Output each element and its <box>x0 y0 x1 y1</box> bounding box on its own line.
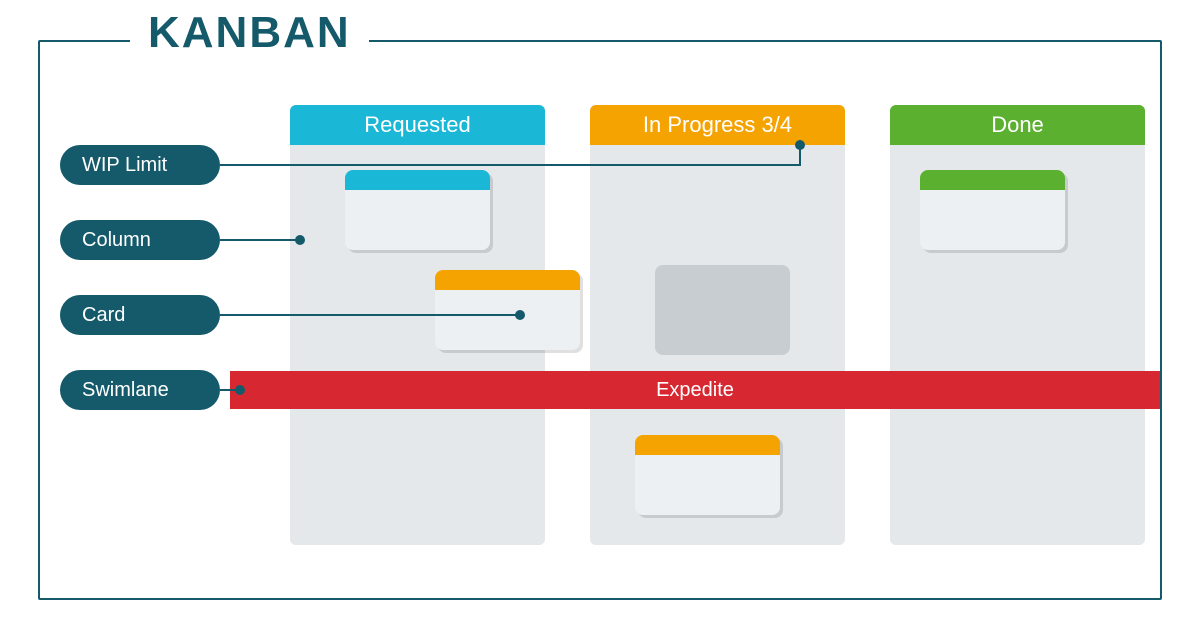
card-below-swimlane <box>635 435 780 515</box>
label-wip-limit: WIP Limit <box>60 145 220 185</box>
card-done <box>920 170 1065 250</box>
card-top-stripe <box>635 435 780 455</box>
column-header-in-progress: In Progress 3/4 <box>590 105 845 145</box>
card-placeholder <box>655 265 790 355</box>
column-header-requested: Requested <box>290 105 545 145</box>
label-swimlane: Swimlane <box>60 370 220 410</box>
diagram-title: KANBAN <box>130 8 369 58</box>
label-card: Card <box>60 295 220 335</box>
card-top-stripe <box>435 270 580 290</box>
card-top-stripe <box>345 170 490 190</box>
card-top-stripe <box>920 170 1065 190</box>
column-header-done: Done <box>890 105 1145 145</box>
label-column: Column <box>60 220 220 260</box>
card-requested <box>345 170 490 250</box>
card-overlap <box>435 270 580 350</box>
swimlane-expedite: Expedite <box>230 371 1160 409</box>
